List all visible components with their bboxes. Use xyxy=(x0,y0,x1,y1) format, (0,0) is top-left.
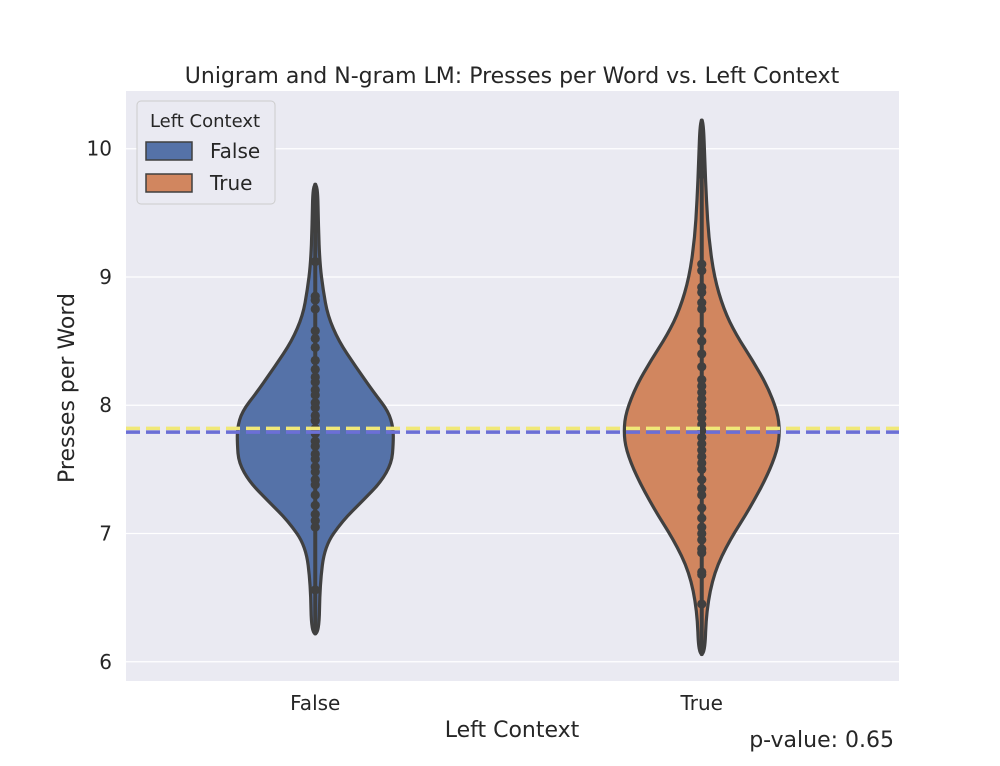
data-point-false-4 xyxy=(310,500,320,510)
data-point-false-33 xyxy=(310,223,320,233)
data-point-false-17 xyxy=(310,410,320,421)
data-point-true-35 xyxy=(697,282,707,292)
y-tick-labels: 6 7 8 9 10 xyxy=(87,137,112,674)
y-tick-label-6: 6 xyxy=(99,650,112,674)
data-point-true-4 xyxy=(697,544,707,554)
data-point-true-14 xyxy=(697,458,707,468)
data-point-true-33 xyxy=(697,298,707,308)
y-axis-label: Presses per Word xyxy=(55,293,80,483)
data-point-false-31 xyxy=(310,291,320,301)
data-point-true-9 xyxy=(697,503,707,513)
data-point-true-29 xyxy=(697,349,707,359)
data-point-true-13 xyxy=(697,464,707,474)
data-point-true-32 xyxy=(697,304,707,314)
legend: Left Context False True xyxy=(136,100,276,205)
data-point-true-23 xyxy=(697,400,707,410)
data-point-false-26 xyxy=(310,342,320,353)
data-point-true-31 xyxy=(697,326,707,336)
legend-title: Left Context xyxy=(150,111,260,132)
data-point-false-2 xyxy=(310,516,320,526)
data-point-false-7 xyxy=(310,475,320,485)
y-tick-label-9: 9 xyxy=(99,265,112,289)
data-point-true-16 xyxy=(697,445,707,455)
data-point-false-27 xyxy=(310,333,320,344)
legend-label-true: True xyxy=(209,171,252,195)
data-point-true-2 xyxy=(697,567,707,577)
data-point-true-28 xyxy=(697,362,707,372)
data-point-true-0 xyxy=(697,599,707,609)
data-point-true-30 xyxy=(697,336,707,346)
data-point-false-11 xyxy=(310,449,320,459)
data-point-true-21 xyxy=(697,413,707,423)
x-tick-label-false: False xyxy=(290,691,340,715)
data-point-false-9 xyxy=(310,462,320,472)
chart-title: Unigram and N-gram LM: Presses per Word … xyxy=(185,64,840,89)
x-tick-label-true: True xyxy=(680,691,723,715)
data-point-true-26 xyxy=(697,381,707,391)
data-point-false-3 xyxy=(310,509,320,519)
data-point-false-0 xyxy=(310,585,320,595)
data-point-true-6 xyxy=(697,528,707,539)
data-point-true-8 xyxy=(697,513,707,523)
data-point-false-19 xyxy=(310,398,320,408)
data-point-true-37 xyxy=(697,259,707,269)
data-point-false-25 xyxy=(310,355,320,365)
data-point-true-15 xyxy=(697,451,707,462)
data-point-true-17 xyxy=(697,439,707,449)
legend-swatch-true xyxy=(145,173,193,193)
legend-label-false: False xyxy=(210,139,260,163)
data-point-true-38 xyxy=(697,169,707,179)
data-point-true-7 xyxy=(697,522,707,532)
data-point-false-24 xyxy=(310,364,320,374)
data-point-true-10 xyxy=(697,490,707,500)
y-tick-label-10: 10 xyxy=(87,137,112,161)
data-point-true-18 xyxy=(697,432,707,442)
legend-swatch-false xyxy=(145,141,193,161)
data-point-true-36 xyxy=(697,265,707,276)
data-point-false-5 xyxy=(310,490,320,500)
data-point-false-13 xyxy=(310,436,320,446)
data-point-false-32 xyxy=(310,256,320,267)
data-point-false-21 xyxy=(310,385,320,395)
reference-lines xyxy=(126,426,899,434)
data-point-true-22 xyxy=(697,407,707,417)
data-point-true-25 xyxy=(697,387,707,398)
data-point-false-28 xyxy=(310,326,320,336)
y-tick-label-8: 8 xyxy=(99,393,112,417)
data-point-true-11 xyxy=(697,484,707,494)
p-value-annotation: p-value: 0.65 xyxy=(749,728,894,753)
x-tick-labels: False True xyxy=(290,691,723,715)
data-point-true-27 xyxy=(697,374,707,385)
data-point-true-24 xyxy=(697,394,707,404)
data-point-true-5 xyxy=(697,535,707,545)
data-point-false-23 xyxy=(310,372,320,382)
data-point-true-12 xyxy=(697,475,707,485)
y-tick-label-7: 7 xyxy=(99,522,112,546)
x-axis-label: Left Context xyxy=(445,718,580,743)
data-point-false-29 xyxy=(310,304,320,314)
violins xyxy=(235,118,781,657)
data-point-false-1 xyxy=(310,522,320,532)
